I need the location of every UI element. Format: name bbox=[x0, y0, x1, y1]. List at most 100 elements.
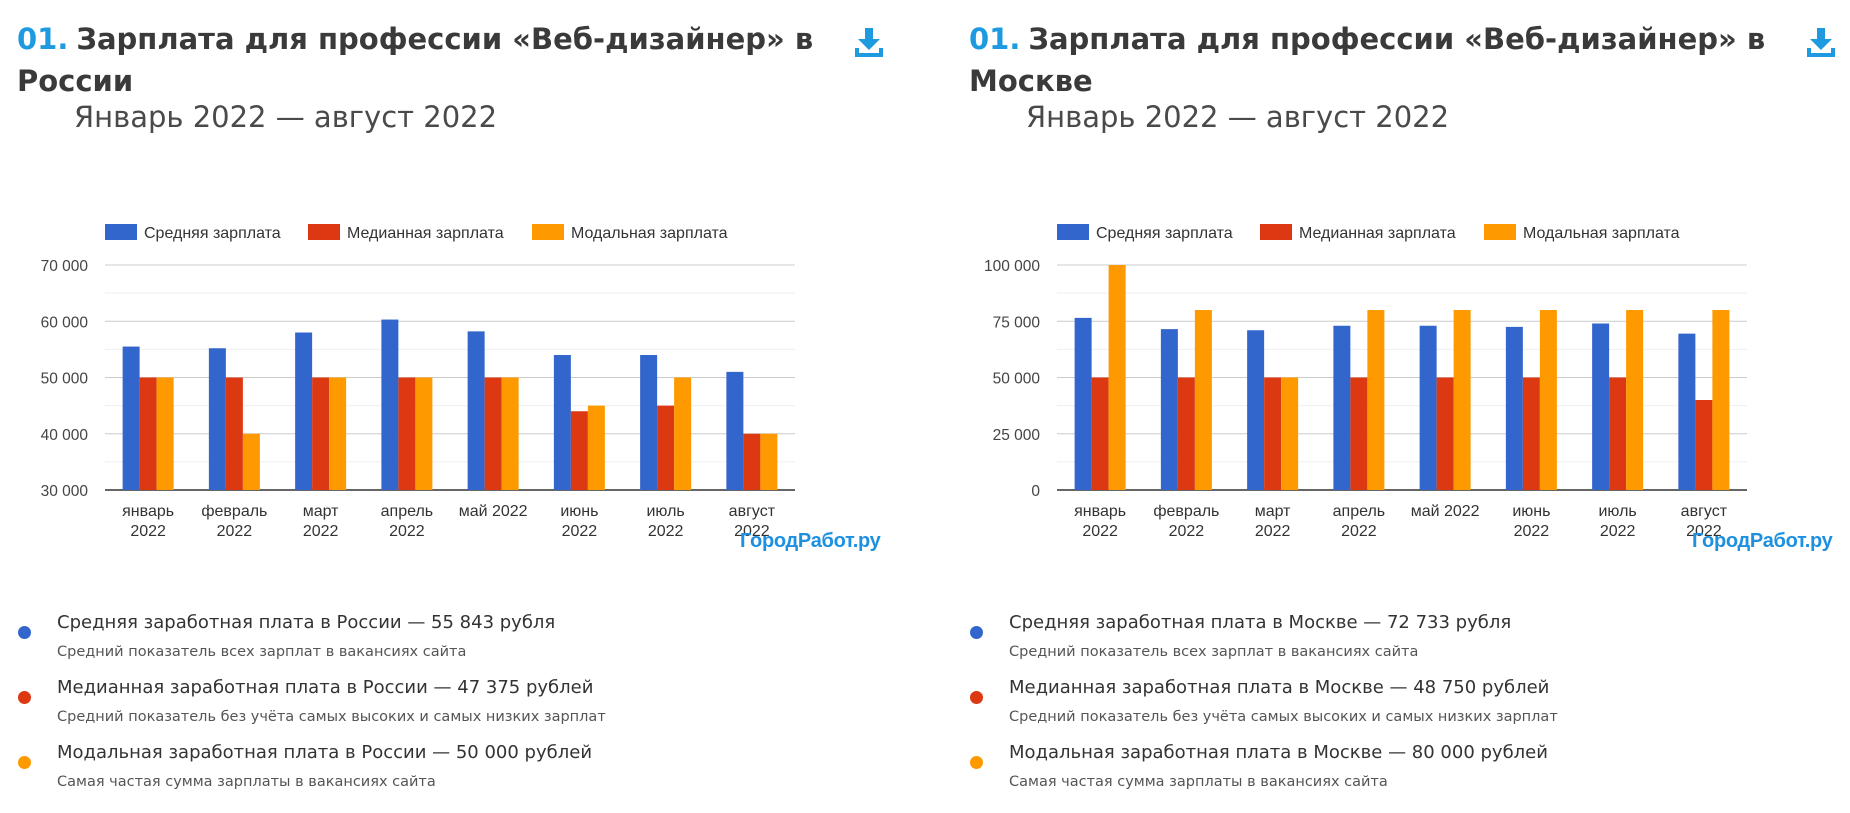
x-tick-label: февраль 2022 bbox=[1153, 503, 1219, 540]
legend-label: Медианная зарплата bbox=[347, 225, 504, 242]
chart-title: 01. Зарплата для профессии «Веб-дизайнер»… bbox=[17, 18, 837, 102]
stat-sub: Средний показатель без учёта самых высок… bbox=[1009, 709, 1558, 725]
bar bbox=[225, 377, 243, 490]
x-tick-label: июнь 2022 bbox=[1512, 503, 1550, 540]
y-tick-label: 75 000 bbox=[993, 314, 1041, 331]
y-tick-label: 50 000 bbox=[993, 371, 1041, 388]
bar bbox=[1333, 325, 1351, 490]
stat-main: Медианная заработная плата в Москве — 48… bbox=[1009, 677, 1550, 698]
bullet-dot bbox=[18, 756, 31, 769]
stats-list: Средняя заработная плата в России — 55 8… bbox=[18, 612, 898, 807]
bar bbox=[1281, 377, 1299, 490]
x-tick-label: июнь 2022 bbox=[560, 503, 598, 540]
bar bbox=[1177, 377, 1195, 490]
y-tick-label: 60 000 bbox=[41, 314, 89, 331]
bar bbox=[208, 348, 226, 490]
legend-swatch bbox=[308, 224, 340, 240]
bar bbox=[398, 377, 416, 490]
bar bbox=[1194, 310, 1212, 490]
bar bbox=[570, 411, 588, 490]
bar bbox=[726, 371, 744, 490]
legend-swatch bbox=[532, 224, 564, 240]
legend-swatch bbox=[1260, 224, 1292, 240]
chart-title: 01. Зарплата для профессии «Веб-дизайнер»… bbox=[969, 18, 1789, 102]
bullet-dot bbox=[970, 756, 983, 769]
bar-chart: Средняя зарплата Медианная зарплата Модаль… bbox=[984, 224, 1747, 540]
title-number: 01. bbox=[17, 22, 69, 56]
bar bbox=[381, 319, 399, 490]
x-tick-label: май 2022 bbox=[1411, 503, 1480, 520]
bar bbox=[1160, 329, 1178, 490]
bar bbox=[1505, 326, 1523, 490]
y-tick-label: 70 000 bbox=[41, 258, 89, 275]
x-tick-label: январь 2022 bbox=[122, 503, 174, 540]
y-tick-label: 0 bbox=[1031, 483, 1040, 500]
bar bbox=[1419, 325, 1437, 490]
bar bbox=[139, 377, 157, 490]
title-text: Зарплата для профессии «Веб-дизайнер» в … bbox=[17, 22, 814, 98]
bar bbox=[484, 377, 502, 490]
bar bbox=[743, 433, 761, 490]
bar bbox=[295, 332, 313, 490]
x-tick-label: апрель 2022 bbox=[381, 503, 434, 540]
legend-swatch bbox=[105, 224, 137, 240]
y-tick-label: 40 000 bbox=[41, 427, 89, 444]
bar bbox=[1074, 317, 1092, 490]
bar bbox=[501, 377, 519, 490]
bar bbox=[1539, 310, 1557, 490]
bullet-dot bbox=[18, 691, 31, 704]
bar bbox=[1678, 333, 1696, 490]
x-tick-label: август 2022 bbox=[729, 503, 776, 540]
download-icon[interactable] bbox=[852, 26, 886, 60]
bar bbox=[415, 377, 433, 490]
bar bbox=[1695, 400, 1713, 490]
stat-sub: Самая частая сумма зарплаты в вакансиях … bbox=[57, 774, 436, 790]
bar bbox=[1350, 377, 1368, 490]
bar bbox=[1522, 377, 1540, 490]
bullet-dot bbox=[18, 626, 31, 639]
bar bbox=[1592, 323, 1610, 490]
stat-main: Модальная заработная плата в Москве — 80… bbox=[1009, 742, 1548, 763]
x-tick-label: январь 2022 bbox=[1074, 503, 1126, 540]
x-tick-label: июль 2022 bbox=[1598, 503, 1636, 540]
stat-main: Модальная заработная плата в России — 50… bbox=[57, 742, 593, 763]
panel-russia: 01. Зарплата для профессии «Веб-дизайнер»… bbox=[0, 0, 910, 813]
bar bbox=[760, 433, 778, 490]
bar-chart: Средняя зарплата Медианная зарплата Модаль… bbox=[41, 224, 795, 540]
bar bbox=[1108, 265, 1126, 490]
bar bbox=[1712, 310, 1730, 490]
x-tick-label: март 2022 bbox=[303, 503, 339, 540]
bar bbox=[587, 405, 605, 490]
y-tick-label: 50 000 bbox=[41, 371, 89, 388]
stat-median: Медианная заработная плата в России — 47… bbox=[18, 677, 898, 742]
bar bbox=[1453, 310, 1471, 490]
title-text: Зарплата для профессии «Веб-дизайнер» в … bbox=[969, 22, 1766, 98]
bar bbox=[122, 346, 140, 490]
y-tick-label: 100 000 bbox=[984, 258, 1040, 275]
stat-mode: Модальная заработная плата в Москве — 80… bbox=[970, 742, 1850, 807]
chart-subtitle: Январь 2022 — август 2022 bbox=[74, 100, 498, 134]
bar bbox=[1609, 377, 1627, 490]
bar bbox=[1626, 310, 1644, 490]
stat-sub: Средний показатель всех зарплат в ваканс… bbox=[57, 644, 467, 660]
y-tick-label: 25 000 bbox=[993, 427, 1041, 444]
stat-main: Медианная заработная плата в России — 47… bbox=[57, 677, 594, 698]
watermark: ГородРабот.ру bbox=[1692, 530, 1833, 552]
bar bbox=[1247, 330, 1265, 490]
bullet-dot bbox=[970, 691, 983, 704]
stat-sub: Средний показатель всех зарплат в ваканс… bbox=[1009, 644, 1419, 660]
bar bbox=[156, 377, 174, 490]
legend-swatch bbox=[1484, 224, 1516, 240]
download-icon[interactable] bbox=[1804, 26, 1838, 60]
stat-sub: Средний показатель без учёта самых высок… bbox=[57, 709, 606, 725]
stats-list: Средняя заработная плата в Москве — 72 7… bbox=[970, 612, 1850, 807]
y-tick-label: 30 000 bbox=[41, 483, 89, 500]
x-tick-label: апрель 2022 bbox=[1333, 503, 1386, 540]
chart-subtitle: Январь 2022 — август 2022 bbox=[1026, 100, 1450, 134]
x-tick-label: август 2022 bbox=[1681, 503, 1728, 540]
bar bbox=[329, 377, 347, 490]
x-tick-label: май 2022 bbox=[459, 503, 528, 520]
bar bbox=[467, 331, 485, 490]
bar bbox=[1264, 377, 1282, 490]
stat-median: Медианная заработная плата в Москве — 48… bbox=[970, 677, 1850, 742]
